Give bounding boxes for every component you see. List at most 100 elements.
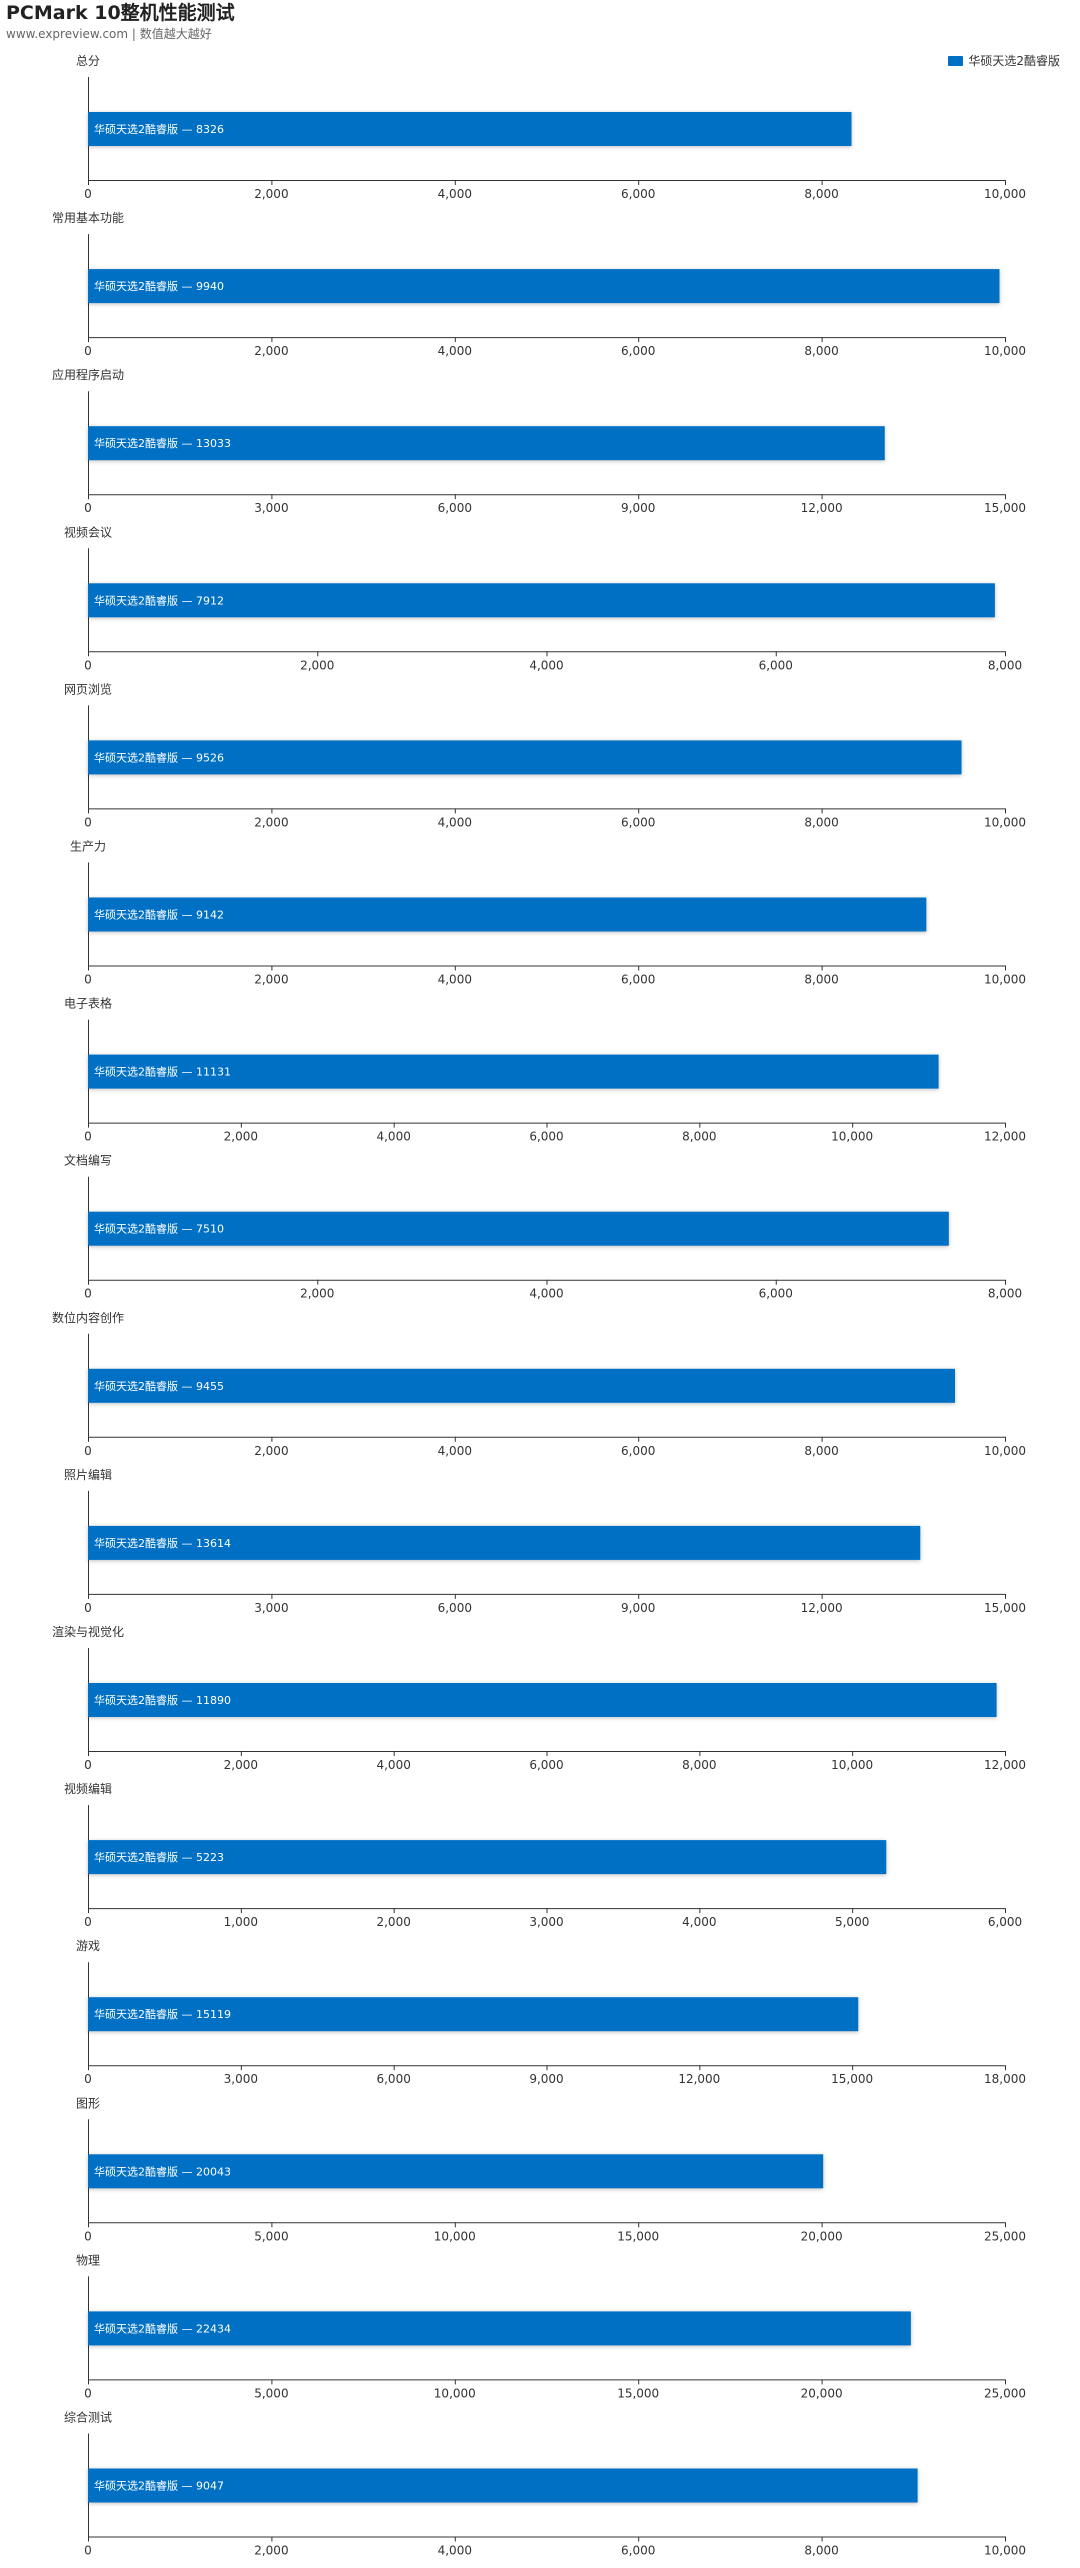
- x-tick-label: 4,000: [376, 1130, 410, 1144]
- x-tick-label: 4,000: [682, 1915, 716, 1929]
- x-tick-label: 2,000: [254, 187, 288, 201]
- panel-title: 数位内容创作: [52, 1310, 124, 1325]
- chart-panel: 游戏 0 3,000 6,000 9,000 12,000 15,000 18,000 华硕天选…: [76, 1939, 1026, 2086]
- x-tick-label: 10,000: [984, 815, 1026, 829]
- panel-title: 网页浏览: [64, 681, 112, 696]
- chart-panel: 常用基本功能 0 2,000 4,000 6,000 8,000 10,000 华硕天选2酷睿…: [52, 211, 1026, 358]
- bar[interactable]: [88, 1683, 997, 1717]
- x-tick-label: 12,000: [984, 1758, 1026, 1772]
- bar[interactable]: [88, 269, 1000, 304]
- bar-data-label: 华硕天选2酷睿版 — 15119: [94, 2007, 231, 2021]
- x-tick-label: 0: [84, 1758, 92, 1772]
- x-tick-label: 15,000: [617, 2386, 659, 2400]
- x-tick-label: 1,000: [224, 1915, 258, 1929]
- x-tick-label: 2,000: [224, 1758, 258, 1772]
- x-tick-label: 8,000: [804, 1444, 838, 1458]
- x-tick-label: 10,000: [984, 973, 1026, 987]
- chart-panel: 应用程序启动 0 3,000 6,000 9,000 12,000 15,000 华硕天选2酷…: [52, 367, 1026, 515]
- chart-panel: 视频编辑 0 1,000 2,000 3,000 4,000 5,000 6,000 华硕天选2…: [64, 1781, 1022, 1929]
- legend[interactable]: 华硕天选2酷睿版: [948, 52, 1060, 69]
- x-tick-label: 6,000: [621, 815, 655, 829]
- panel-title: 总分: [76, 54, 100, 68]
- bar[interactable]: [88, 426, 885, 461]
- x-tick-label: 4,000: [376, 1758, 410, 1772]
- x-tick-label: 8,000: [682, 1758, 716, 1772]
- chart-panel: 视频会议 0 2,000 4,000 6,000 8,000 华硕天选2酷睿版 — 7912: [64, 524, 1022, 672]
- x-tick-label: 6,000: [438, 501, 472, 515]
- bar-data-label: 华硕天选2酷睿版 — 7510: [94, 1222, 224, 1236]
- bar[interactable]: [88, 1054, 939, 1089]
- x-tick-label: 3,000: [254, 1601, 288, 1615]
- x-tick-label: 18,000: [984, 2072, 1026, 2086]
- chart-panel: 综合测试 0 2,000 4,000 6,000 8,000 10,000 华硕天选2酷睿版 …: [64, 2410, 1026, 2558]
- x-tick-label: 2,000: [376, 1915, 410, 1929]
- x-tick-label: 2,000: [224, 1130, 258, 1144]
- x-tick-label: 6,000: [621, 187, 655, 201]
- panel-title: 物理: [76, 2253, 100, 2267]
- chart-panel: 物理 0 5,000 10,000 15,000 20,000 25,000 华硕天选2酷睿版…: [76, 2253, 1026, 2400]
- x-tick-label: 10,000: [831, 1758, 873, 1772]
- x-tick-label: 6,000: [529, 1758, 563, 1772]
- bar[interactable]: [88, 1211, 949, 1246]
- bar-data-label: 华硕天选2酷睿版 — 11131: [94, 1065, 231, 1079]
- bar-data-label: 华硕天选2酷睿版 — 22434: [94, 2321, 231, 2335]
- bar[interactable]: [88, 1368, 956, 1403]
- x-tick-label: 2,000: [300, 1287, 334, 1301]
- bar[interactable]: [88, 583, 995, 618]
- bar[interactable]: [88, 740, 962, 775]
- bar-data-label: 华硕天选2酷睿版 — 7912: [94, 593, 224, 607]
- bar-data-label: 华硕天选2酷睿版 — 13614: [94, 1536, 231, 1550]
- bar[interactable]: [88, 2154, 824, 2189]
- x-tick-label: 10,000: [984, 2544, 1026, 2558]
- x-tick-label: 6,000: [438, 1601, 472, 1615]
- chart-panel: 文档编写 0 2,000 4,000 6,000 8,000 华硕天选2酷睿版 — 7510: [64, 1153, 1022, 1301]
- x-tick-label: 10,000: [984, 187, 1026, 201]
- legend-label: 华硕天选2酷睿版: [968, 54, 1060, 68]
- bar[interactable]: [88, 1840, 887, 1875]
- bar-data-label: 华硕天选2酷睿版 — 13033: [94, 436, 231, 450]
- bar[interactable]: [88, 112, 852, 146]
- x-tick-label: 4,000: [438, 1444, 472, 1458]
- x-tick-label: 2,000: [254, 2544, 288, 2558]
- bar[interactable]: [88, 2468, 918, 2503]
- chart-header: PCMark 10整机性能测试 www.expreview.com | 数值越大…: [6, 0, 235, 42]
- panel-title: 常用基本功能: [52, 211, 124, 225]
- x-tick-label: 0: [84, 1601, 92, 1615]
- x-tick-label: 5,000: [254, 2386, 288, 2400]
- bar[interactable]: [88, 2311, 911, 2346]
- x-tick-label: 4,000: [438, 187, 472, 201]
- x-tick-label: 0: [84, 2544, 92, 2558]
- x-tick-label: 6,000: [759, 1287, 793, 1301]
- legend-swatch: [948, 55, 964, 66]
- chart-panel: 生产力 0 2,000 4,000 6,000 8,000 10,000 华硕天选2酷睿版 —…: [70, 840, 1026, 987]
- x-tick-label: 20,000: [801, 2229, 843, 2243]
- page-title: PCMark 10整机性能测试: [6, 2, 235, 24]
- x-tick-label: 0: [84, 2072, 92, 2086]
- x-tick-label: 6,000: [988, 1915, 1022, 1929]
- x-tick-label: 5,000: [835, 1915, 869, 1929]
- bar-data-label: 华硕天选2酷睿版 — 9142: [94, 908, 224, 922]
- x-tick-label: 2,000: [254, 815, 288, 829]
- x-tick-label: 8,000: [682, 1130, 716, 1144]
- bar[interactable]: [88, 1525, 921, 1560]
- x-tick-label: 0: [84, 1915, 92, 1929]
- x-tick-label: 8,000: [804, 2544, 838, 2558]
- chart-panel: 图形 0 5,000 10,000 15,000 20,000 25,000 华硕天选2酷睿版…: [76, 2096, 1026, 2243]
- x-tick-label: 8,000: [804, 973, 838, 987]
- x-tick-label: 10,000: [984, 344, 1026, 358]
- chart-panel: 数位内容创作 0 2,000 4,000 6,000 8,000 10,000 华硕天选2酷睿…: [52, 1310, 1026, 1458]
- x-tick-label: 9,000: [621, 501, 655, 515]
- panel-title: 文档编写: [64, 1153, 112, 1168]
- x-tick-label: 2,000: [254, 344, 288, 358]
- x-tick-label: 9,000: [529, 2072, 563, 2086]
- bar[interactable]: [88, 897, 927, 932]
- x-tick-label: 10,000: [434, 2229, 476, 2243]
- bar[interactable]: [88, 1997, 859, 2032]
- x-tick-label: 2,000: [300, 658, 334, 672]
- x-tick-label: 8,000: [988, 658, 1022, 672]
- x-tick-label: 12,000: [678, 2072, 720, 2086]
- panel-title: 图形: [76, 2096, 100, 2110]
- x-tick-label: 0: [84, 973, 92, 987]
- x-tick-label: 4,000: [438, 344, 472, 358]
